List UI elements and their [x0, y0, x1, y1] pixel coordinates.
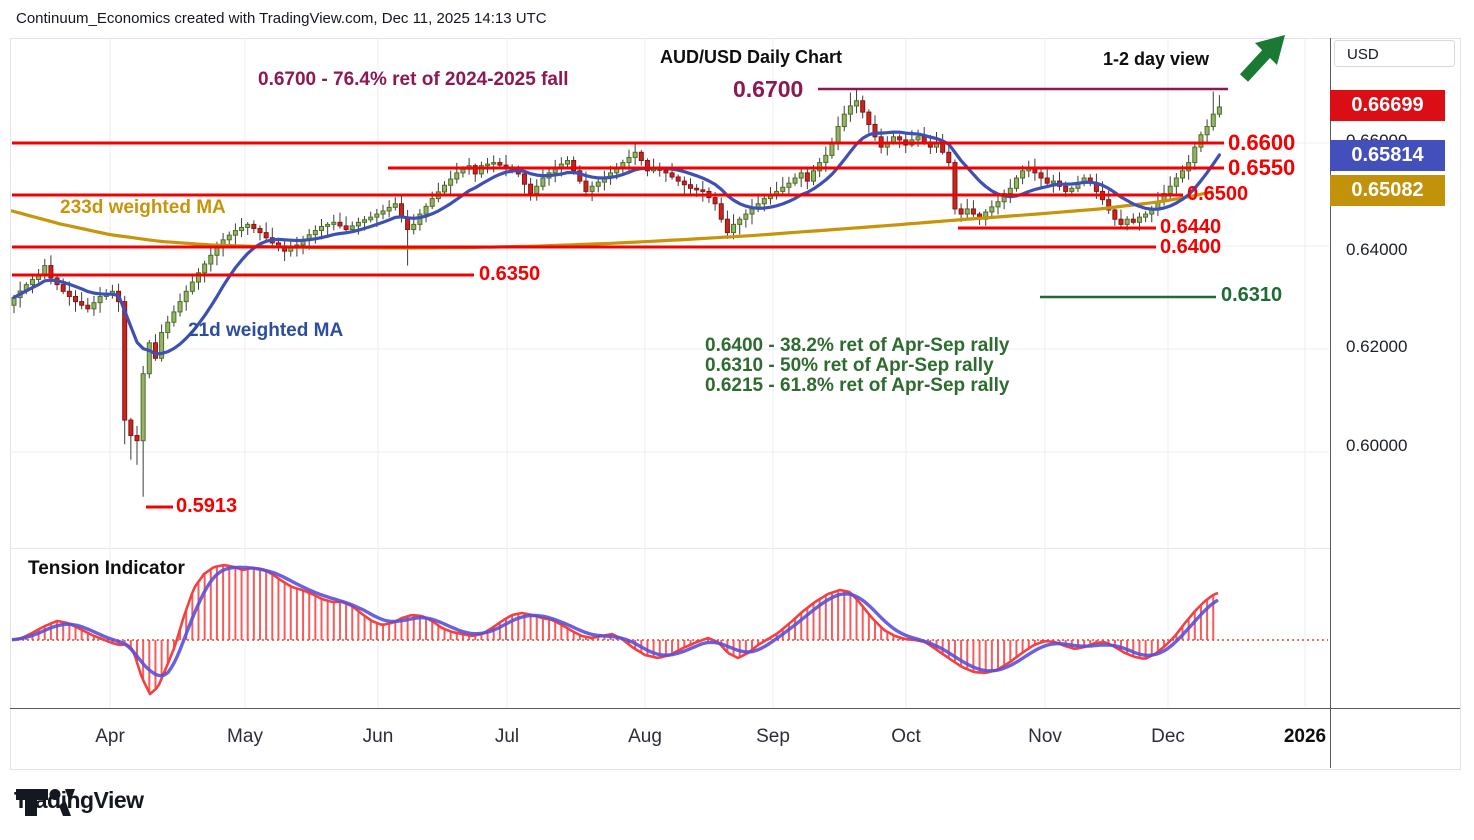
axis-month-label-Sep: Sep — [756, 726, 790, 747]
level-label-0.6350: 0.6350 — [479, 263, 541, 285]
tradingview-logo-icon — [16, 789, 75, 816]
currency-chip[interactable]: USD — [1334, 40, 1455, 67]
level-label-0.6440: 0.6440 — [1160, 216, 1222, 238]
axis-month-label-Apr: Apr — [95, 726, 125, 747]
fib-rally-line-1: 0.6400 - 38.2% ret of Apr-Sep rally — [705, 335, 1010, 356]
level-label-0.6600: 0.6600 — [1228, 130, 1296, 155]
chart-title: AUD/USD Daily Chart — [660, 47, 843, 67]
view-horizon-label: 1-2 day view — [1103, 49, 1210, 69]
up-right-arrow-icon — [1239, 35, 1285, 82]
axis-month-label-2026: 2026 — [1283, 726, 1327, 747]
fib-retracement-annotation: 0.6700 - 76.4% ret of 2024-2025 fall — [258, 69, 569, 90]
fib-rally-line-3: 0.6215 - 61.8% ret of Apr-Sep rally — [705, 375, 1010, 396]
axis-divider — [10, 708, 1460, 709]
scale-tick-0.60000: 0.60000 — [1346, 436, 1408, 455]
level-label-0.6500: 0.6500 — [1187, 183, 1249, 205]
level-label-0.6310: 0.6310 — [1221, 284, 1283, 306]
axis-month-label-Dec: Dec — [1151, 726, 1185, 747]
ma21-label: 21d weighted MA — [188, 320, 344, 341]
chart-frame — [10, 38, 1461, 770]
panel-divider — [10, 548, 1330, 549]
ma233-label: 233d weighted MA — [60, 197, 226, 218]
scale-tick-0.64000: 0.64000 — [1346, 240, 1408, 259]
tradingview-brand[interactable]: TradingView — [14, 784, 144, 816]
credit-line: Continuum_Economics created with Trading… — [16, 10, 547, 27]
axis-month-label-Nov: Nov — [1028, 726, 1062, 747]
price-badge-0.66699: 0.66699 — [1330, 90, 1445, 121]
axis-month-label-Jul: Jul — [494, 726, 520, 747]
scale-divider — [1330, 38, 1331, 768]
fib-rally-annotation: 0.6400 - 38.2% ret of Apr-Sep rally 0.63… — [705, 336, 1009, 396]
axis-month-label-Aug: Aug — [628, 726, 662, 747]
level-label-0.5913: 0.5913 — [176, 495, 238, 517]
currency-label: USD — [1347, 46, 1379, 63]
fib-rally-line-2: 0.6310 - 50% ret of Apr-Sep rally — [705, 355, 994, 376]
axis-month-label-Oct: Oct — [891, 726, 921, 747]
price-badge-0.65814: 0.65814 — [1330, 140, 1445, 171]
price-badge-0.65082: 0.65082 — [1330, 175, 1445, 206]
level-label-0.6700: 0.6700 — [733, 76, 804, 102]
axis-month-label-May: May — [227, 726, 263, 747]
level-label-0.6550: 0.6550 — [1228, 155, 1296, 180]
tension-indicator-label: Tension Indicator — [28, 558, 185, 579]
level-label-0.6400: 0.6400 — [1160, 236, 1222, 258]
axis-month-label-Jun: Jun — [362, 726, 394, 747]
time-axis[interactable]: Apr May Jun Jul Aug Sep Oct Nov Dec 2026 — [10, 726, 1460, 756]
scale-tick-0.62000: 0.62000 — [1346, 337, 1408, 356]
